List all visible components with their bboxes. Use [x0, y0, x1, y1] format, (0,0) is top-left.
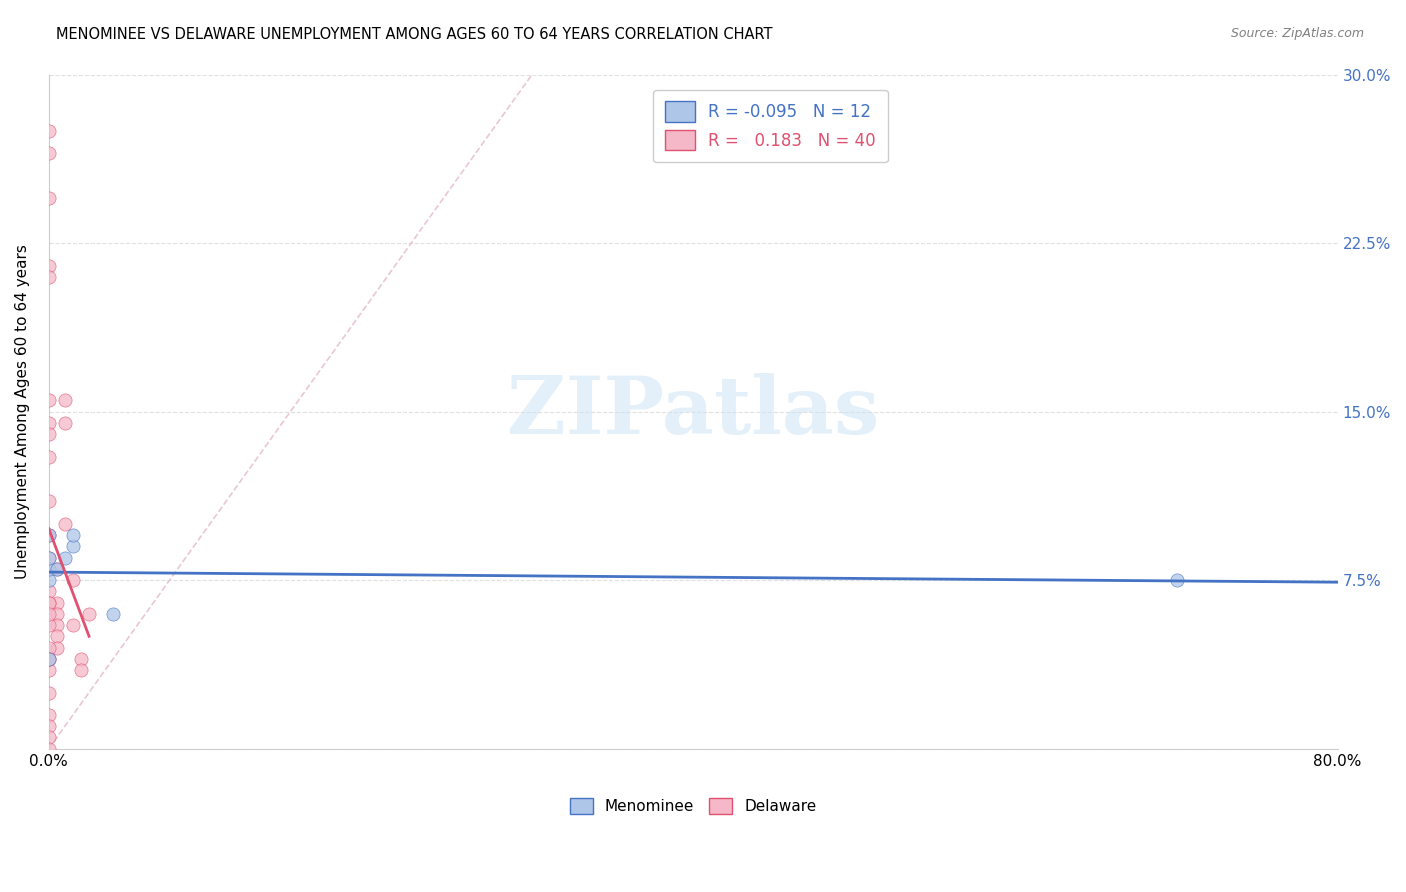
Y-axis label: Unemployment Among Ages 60 to 64 years: Unemployment Among Ages 60 to 64 years [15, 244, 30, 579]
Text: Source: ZipAtlas.com: Source: ZipAtlas.com [1230, 27, 1364, 40]
Point [70, 663, 93, 677]
Point [38, 618, 60, 632]
Point [103, 607, 125, 621]
Point [77, 607, 100, 621]
Point [38, 596, 60, 610]
Text: ZIPatlas: ZIPatlas [508, 373, 879, 450]
Point [38, 573, 60, 587]
Point [38, 652, 60, 666]
Point [38, 652, 60, 666]
Point [38, 416, 60, 430]
Point [53, 393, 76, 408]
Text: MENOMINEE VS DELAWARE UNEMPLOYMENT AMONG AGES 60 TO 64 YEARS CORRELATION CHART: MENOMINEE VS DELAWARE UNEMPLOYMENT AMONG… [56, 27, 773, 42]
Point [38, 393, 60, 408]
Point [70, 652, 93, 666]
Point [38, 685, 60, 699]
Point [38, 259, 60, 273]
Point [38, 596, 60, 610]
Point [38, 562, 60, 576]
Point [62, 540, 84, 554]
Point [38, 269, 60, 284]
Point [38, 640, 60, 655]
Point [38, 124, 60, 138]
Point [53, 516, 76, 531]
Point [38, 584, 60, 599]
Point [45, 640, 67, 655]
Point [38, 494, 60, 508]
Point [45, 607, 67, 621]
Point [1166, 573, 1188, 587]
Point [62, 528, 84, 542]
Point [45, 629, 67, 643]
Point [38, 191, 60, 205]
Point [38, 607, 60, 621]
Point [45, 562, 67, 576]
Point [38, 146, 60, 161]
Point [38, 731, 60, 745]
Point [38, 708, 60, 723]
Point [45, 618, 67, 632]
Legend: Menominee, Delaware: Menominee, Delaware [562, 790, 824, 822]
Point [38, 427, 60, 442]
Point [38, 528, 60, 542]
Point [38, 528, 60, 542]
Point [38, 450, 60, 464]
Point [38, 550, 60, 565]
Point [38, 550, 60, 565]
Point [53, 550, 76, 565]
Point [62, 618, 84, 632]
Point [45, 596, 67, 610]
Point [38, 719, 60, 733]
Point [38, 652, 60, 666]
Point [38, 663, 60, 677]
Point [53, 416, 76, 430]
Point [62, 573, 84, 587]
Point [45, 562, 67, 576]
Point [38, 741, 60, 756]
